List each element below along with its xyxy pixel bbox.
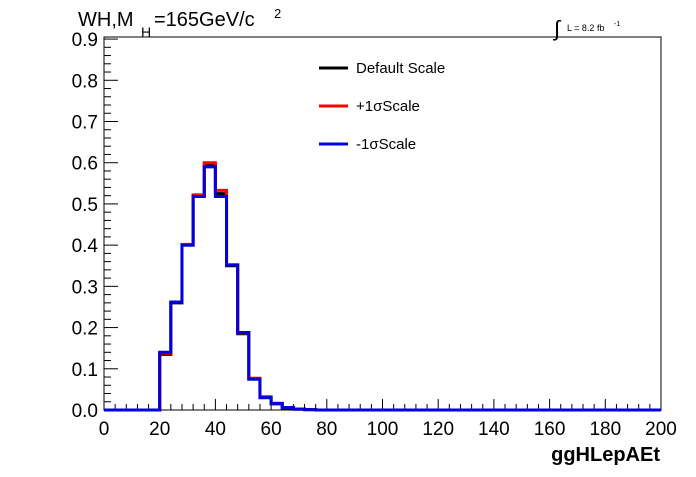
luminosity-superscript: -1 bbox=[614, 21, 620, 28]
x-tick-label: 100 bbox=[367, 419, 399, 440]
legend-label: Default Scale bbox=[356, 60, 445, 77]
y-tick-label: 0.5 bbox=[72, 195, 98, 216]
y-tick-label: 0.9 bbox=[72, 30, 98, 51]
chart-title-main: WH,M bbox=[78, 9, 134, 31]
chart-title-subscript: H bbox=[141, 24, 151, 40]
y-axis: 0.0 0.1 0.2 0.3 0.4 0.5 0.6 0.7 0.8 0.9 bbox=[72, 30, 118, 422]
chart-title-rest: =165GeV/c bbox=[154, 9, 255, 31]
y-tick-label: 0.1 bbox=[72, 360, 98, 381]
luminosity-label: L = 8.2 fb bbox=[567, 23, 604, 33]
y-tick-label: 0.8 bbox=[72, 71, 98, 92]
x-tick-label: 40 bbox=[205, 419, 226, 440]
x-tick-label: 0 bbox=[99, 419, 110, 440]
series-line-minus-sigma bbox=[104, 165, 661, 412]
y-tick-label: 0.4 bbox=[72, 236, 99, 257]
y-tick-label: 0.3 bbox=[72, 277, 98, 298]
series-line-default bbox=[104, 163, 661, 412]
x-tick-label: 20 bbox=[149, 419, 170, 440]
x-tick-label: 180 bbox=[589, 419, 621, 440]
x-tick-label: 200 bbox=[645, 419, 677, 440]
series-layer bbox=[104, 161, 661, 412]
plot-frame bbox=[103, 36, 662, 411]
x-axis-label: ggHLepAEt bbox=[551, 444, 660, 466]
x-tick-label: 80 bbox=[316, 419, 337, 440]
y-tick-label: 0.6 bbox=[72, 154, 98, 175]
x-tick-label: 60 bbox=[261, 419, 282, 440]
x-tick-label: 140 bbox=[478, 419, 510, 440]
series-line-plus-sigma bbox=[104, 161, 661, 412]
chart-title-superscript: 2 bbox=[274, 6, 281, 21]
legend: Default Scale +1σScale -1σScale bbox=[319, 60, 445, 153]
integral-sign: ∫ bbox=[552, 16, 562, 41]
y-tick-label: 0.0 bbox=[72, 401, 98, 422]
x-tick-label: 160 bbox=[534, 419, 566, 440]
y-tick-label: 0.2 bbox=[72, 319, 98, 340]
x-axis: 0 20 40 60 80 100 120 140 160 180 200 bbox=[99, 399, 677, 440]
legend-label: -1σScale bbox=[356, 136, 416, 153]
x-tick-label: 120 bbox=[422, 419, 454, 440]
y-tick-label: 0.7 bbox=[72, 112, 98, 133]
legend-label: +1σScale bbox=[356, 98, 420, 115]
